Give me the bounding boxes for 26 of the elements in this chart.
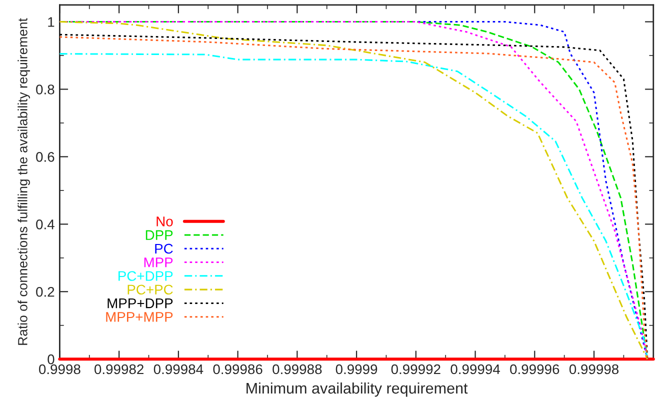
x-tick-label: 0.99986	[213, 364, 262, 374]
y-axis-title: Ratio of connections fulfilling the availability requirement	[18, 18, 30, 345]
legend-label: MPP	[144, 258, 173, 268]
legend-label: PC	[155, 244, 173, 254]
y-tick-label: 0	[48, 354, 54, 364]
legend-label: MPP+DPP	[108, 298, 173, 308]
x-tick-label: 0.99984	[154, 364, 204, 374]
y-tick-label: 1	[48, 17, 54, 27]
x-tick-label: 0.99992	[391, 364, 440, 374]
x-tick-label: 0.99998	[569, 364, 619, 374]
x-tick-label: 0.99996	[510, 364, 560, 374]
y-tick-label: 0.4	[36, 220, 54, 230]
legend-label: PC+PC	[128, 284, 173, 295]
x-tick-label: 0.99988	[272, 364, 322, 374]
x-tick-label: 0.9998	[39, 364, 80, 374]
legend-label: PC+DPP	[118, 271, 173, 281]
legend-label: No	[156, 216, 173, 226]
legend-label: DPP	[146, 230, 173, 240]
y-tick-label: 0.6	[36, 152, 54, 162]
x-tick-label: 0.99982	[94, 364, 144, 374]
x-axis-title: Minimum availability requirement	[246, 382, 468, 397]
y-tick-label: 0.2	[36, 286, 54, 297]
x-tick-label: 0.9999	[336, 364, 378, 374]
x-tick-label: 0.99994	[450, 364, 500, 374]
y-tick-label: 0.8	[36, 84, 54, 94]
legend-label: MPP+MPP	[106, 312, 173, 322]
